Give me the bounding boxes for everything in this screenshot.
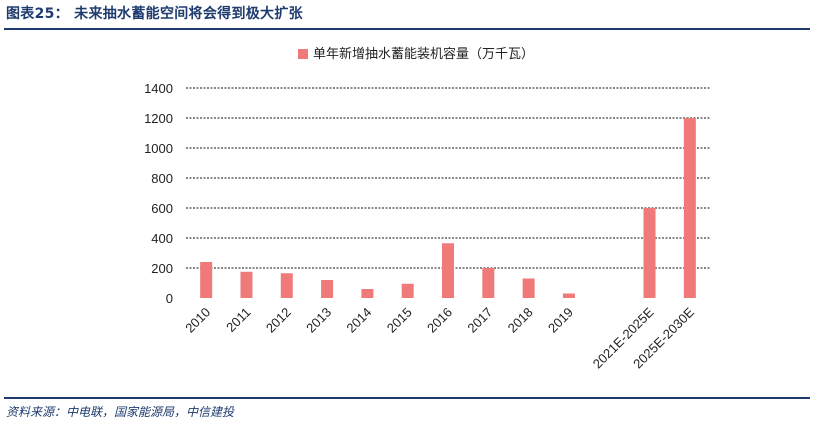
bar-2011 [240, 271, 253, 298]
y-tick-label: 600 [151, 201, 173, 216]
bars [200, 118, 696, 298]
bar-2014 [361, 289, 374, 298]
y-tick-label: 800 [151, 171, 173, 186]
bar-2017 [482, 268, 495, 298]
bar-2015 [401, 283, 414, 298]
legend-swatch [298, 49, 308, 59]
x-tick-label: 2017 [464, 305, 495, 336]
bar-2012 [280, 273, 293, 298]
bar-2025E-2030E [683, 118, 696, 298]
legend-label: 单年新增抽水蓄能装机容量（万千瓦） [313, 46, 534, 62]
x-tick-label: 2012 [263, 305, 294, 336]
bar-2016 [442, 243, 454, 298]
bar-2010 [200, 262, 213, 298]
source-note: 资料来源：中电联，国家能源局，中信建投 [6, 405, 235, 419]
figure-title: 图表25： 未来抽水蓄能空间将会得到极大扩张 [6, 6, 303, 22]
bar-2019 [562, 293, 575, 298]
x-tick-label: 2018 [505, 305, 536, 336]
bar-chart: 单年新增抽水蓄能装机容量（万千瓦） 0 200 400 600 800 1000 1200 1… [144, 46, 710, 371]
y-tick-label: 0 [166, 291, 173, 306]
y-tick-label: 200 [151, 261, 173, 276]
x-tick-label: 2015 [384, 305, 415, 336]
x-tick-label: 2011 [223, 305, 253, 335]
bar-2018 [522, 278, 535, 298]
x-tick-label: 2013 [303, 305, 334, 336]
y-tick-label: 1000 [144, 141, 173, 156]
y-axis-ticks: 0 200 400 600 800 1000 1200 1400 [144, 81, 173, 306]
x-tick-label: 2016 [424, 305, 455, 336]
y-tick-label: 400 [151, 231, 173, 246]
bar-2021E-2025E [643, 208, 656, 298]
bottom-divider [4, 397, 810, 399]
x-tick-label: 2010 [182, 305, 213, 336]
bar-2013 [321, 280, 334, 298]
top-divider [4, 28, 810, 30]
x-axis-ticks: 2010 2011 2012 2013 2014 2015 2016 2017 2018 2019… [182, 304, 697, 371]
y-tick-label: 1400 [144, 81, 173, 96]
x-tick-label: 2019 [545, 305, 576, 336]
chart-legend: 单年新增抽水蓄能装机容量（万千瓦） [298, 46, 534, 62]
y-tick-label: 1200 [144, 111, 173, 126]
x-tick-label: 2014 [343, 305, 374, 336]
gridlines [186, 87, 710, 269]
